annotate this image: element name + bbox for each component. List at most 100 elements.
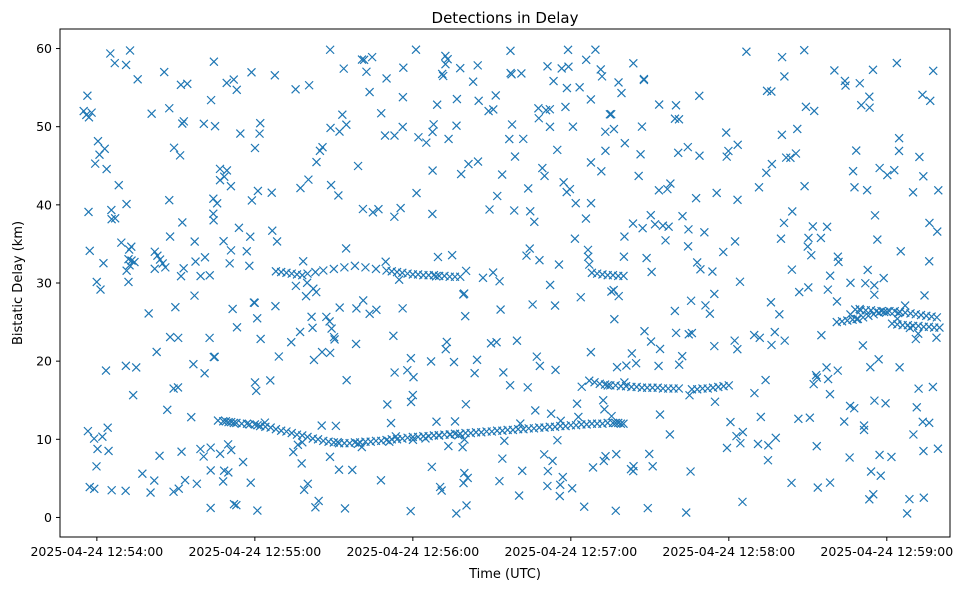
noise-detection-point bbox=[427, 209, 437, 219]
noise-detection-point bbox=[96, 285, 105, 294]
noise-detection-point bbox=[121, 60, 131, 70]
noise-detection-point bbox=[398, 303, 408, 313]
y-tick-label: 10 bbox=[36, 432, 52, 447]
noise-detection-point bbox=[723, 146, 733, 156]
noise-detection-point bbox=[209, 215, 219, 225]
noise-detection-point bbox=[432, 100, 442, 110]
noise-detection-point bbox=[371, 305, 381, 315]
noise-detection-point bbox=[256, 334, 266, 344]
noise-detection-point bbox=[856, 100, 866, 110]
noise-detection-point bbox=[691, 193, 701, 203]
noise-detection-point bbox=[365, 309, 375, 319]
noise-detection-point bbox=[753, 439, 763, 449]
noise-detection-point bbox=[484, 106, 494, 116]
noise-detection-point bbox=[875, 163, 885, 173]
noise-detection-point bbox=[851, 146, 861, 156]
noise-detection-point bbox=[495, 276, 504, 286]
track-c-point bbox=[590, 377, 599, 387]
noise-detection-point bbox=[398, 122, 408, 132]
noise-detection-point bbox=[93, 136, 103, 146]
noise-detection-point bbox=[895, 362, 905, 372]
noise-detection-point bbox=[102, 164, 112, 174]
noise-detection-point bbox=[333, 191, 343, 200]
noise-detection-point bbox=[845, 453, 855, 462]
noise-detection-point bbox=[93, 444, 102, 454]
noise-detection-point bbox=[874, 354, 884, 364]
noise-detection-point bbox=[390, 368, 400, 377]
noise-detection-point bbox=[382, 73, 391, 83]
noise-detection-point bbox=[124, 277, 133, 287]
noise-detection-point bbox=[928, 66, 938, 76]
y-axis: 0 10 20 30 40 50 60 bbox=[36, 41, 60, 525]
noise-detection-point bbox=[799, 45, 809, 55]
noise-detection-point bbox=[337, 110, 347, 120]
noise-detection-point bbox=[507, 120, 517, 129]
noise-detection-point bbox=[811, 370, 821, 380]
noise-detection-point bbox=[829, 65, 839, 75]
noise-detection-point bbox=[627, 348, 637, 358]
noise-detection-point bbox=[869, 280, 879, 290]
noise-detection-point bbox=[428, 166, 438, 176]
noise-detection-point bbox=[749, 330, 759, 340]
noise-detection-point bbox=[249, 298, 259, 307]
noise-detection-point bbox=[122, 199, 131, 209]
noise-detection-point bbox=[219, 466, 229, 476]
noise-detection-point bbox=[561, 102, 570, 112]
noise-detection-point bbox=[301, 291, 311, 301]
noise-detection-point bbox=[390, 131, 399, 141]
track-i-point bbox=[153, 251, 162, 261]
noise-detection-point bbox=[900, 301, 910, 311]
noise-detection-point bbox=[205, 270, 215, 280]
noise-detection-point bbox=[444, 134, 453, 144]
noise-detection-point bbox=[779, 72, 789, 81]
noise-detection-point bbox=[932, 333, 941, 343]
noise-detection-point bbox=[485, 205, 494, 214]
noise-detection-point bbox=[918, 417, 928, 427]
track-a-point bbox=[619, 419, 628, 429]
noise-detection-point bbox=[357, 55, 367, 64]
noise-detection-point bbox=[806, 250, 816, 260]
noise-detection-point bbox=[523, 382, 533, 392]
noise-detection-point bbox=[85, 246, 95, 256]
noise-detection-point bbox=[128, 390, 138, 400]
noise-detection-point bbox=[812, 373, 822, 382]
noise-detection-point bbox=[920, 290, 929, 300]
noise-detection-point bbox=[730, 236, 740, 246]
noise-detection-point bbox=[567, 483, 577, 493]
noise-detection-point bbox=[523, 183, 533, 193]
noise-detection-point bbox=[215, 175, 225, 185]
noise-detection-point bbox=[896, 246, 906, 256]
noise-detection-point bbox=[218, 477, 228, 486]
noise-detection-point bbox=[265, 375, 275, 385]
noise-detection-point bbox=[606, 109, 616, 119]
noise-detection-point bbox=[684, 224, 693, 234]
noise-detection-point bbox=[121, 361, 131, 371]
noise-detection-point bbox=[902, 508, 912, 518]
noise-detection-point bbox=[391, 431, 401, 441]
noise-detection-point bbox=[808, 222, 818, 231]
noise-detection-point bbox=[458, 442, 468, 452]
noise-detection-point bbox=[650, 219, 660, 229]
noise-detection-point bbox=[82, 91, 92, 101]
noise-detection-point bbox=[646, 210, 656, 220]
noise-detection-point bbox=[325, 45, 335, 55]
noise-detection-point bbox=[894, 146, 904, 156]
noise-detection-point bbox=[882, 170, 892, 180]
noise-detection-point bbox=[575, 82, 585, 92]
noise-detection-point bbox=[733, 140, 743, 150]
noise-detection-point bbox=[443, 441, 453, 451]
noise-detection-point bbox=[840, 76, 850, 86]
noise-detection-point bbox=[710, 397, 720, 407]
noise-detection-point bbox=[406, 397, 416, 407]
track-b-point bbox=[318, 266, 328, 275]
noise-detection-point bbox=[376, 108, 386, 118]
noise-detection-point bbox=[647, 267, 657, 277]
noise-detection-point bbox=[822, 362, 831, 372]
track-b-point bbox=[329, 264, 339, 274]
noise-detection-point bbox=[864, 92, 874, 102]
noise-detection-point bbox=[699, 227, 709, 237]
noise-detection-point bbox=[222, 166, 232, 175]
noise-detection-point bbox=[394, 275, 404, 285]
noise-detection-point bbox=[518, 134, 528, 144]
noise-detection-point bbox=[365, 87, 375, 97]
